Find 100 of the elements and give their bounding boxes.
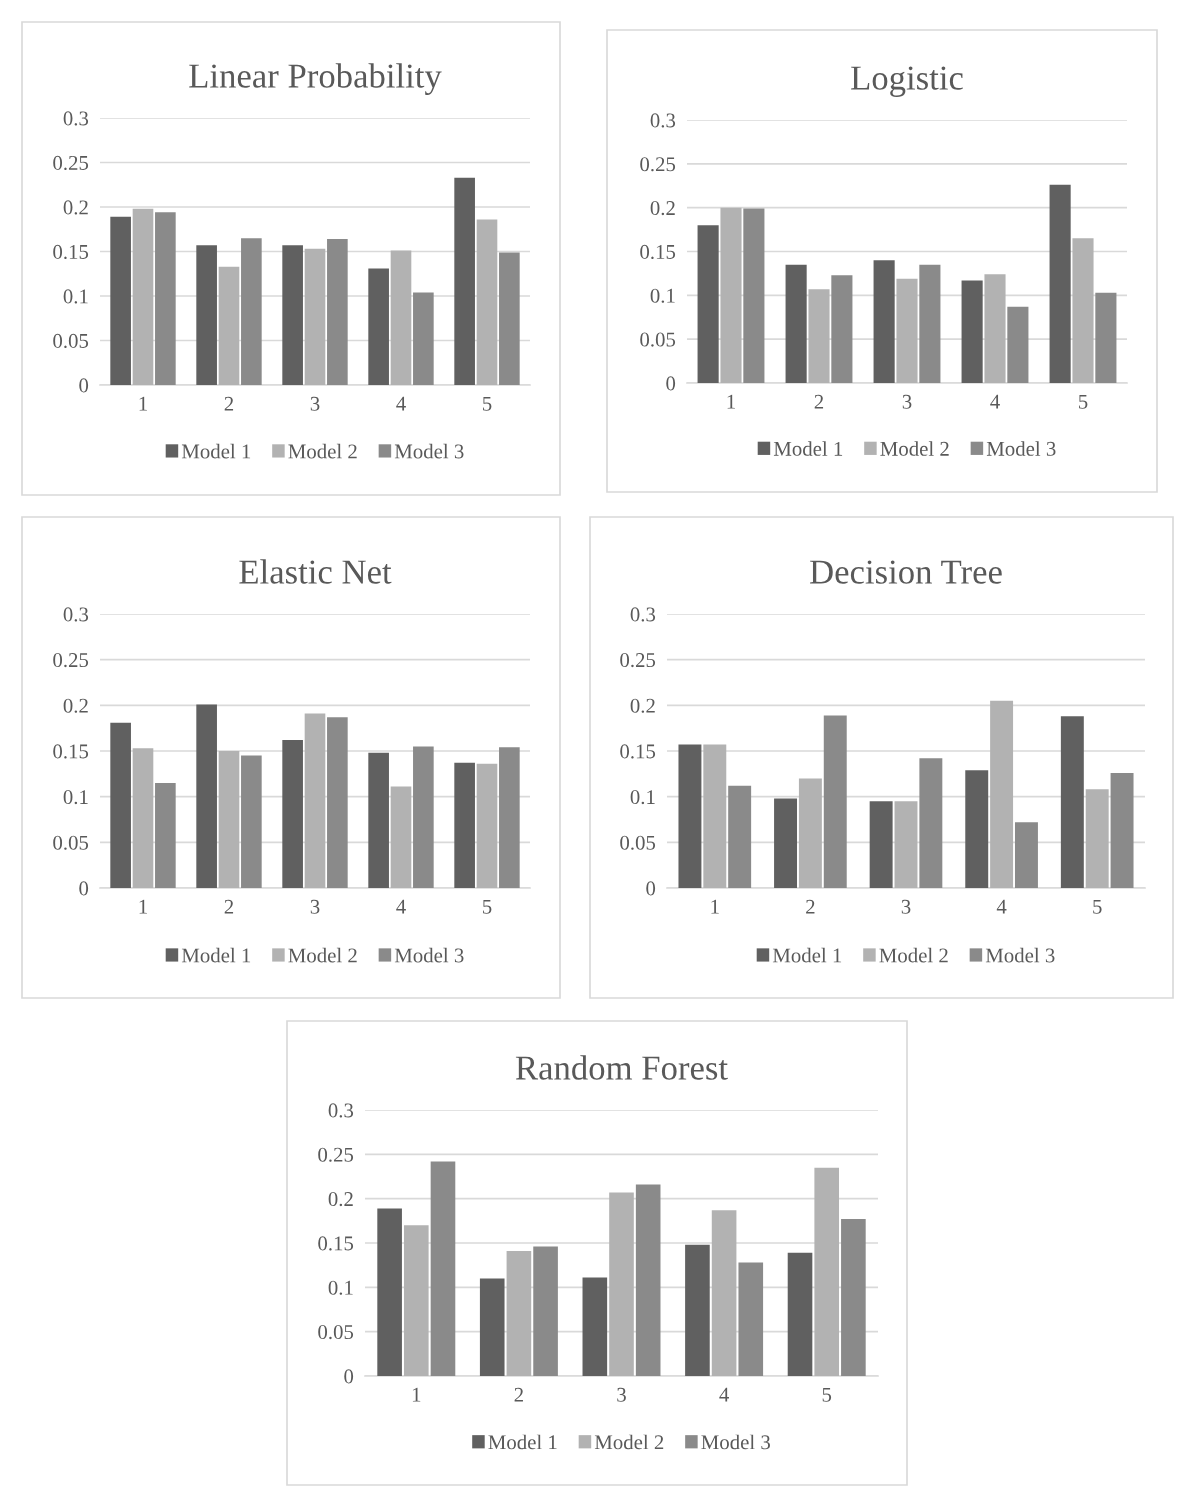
bar (110, 216, 131, 385)
bar (218, 751, 240, 888)
x-tick-label: 4 (396, 396, 406, 411)
x-tick-label: 2 (814, 394, 824, 409)
bar (798, 778, 822, 888)
x-tick-label: 4 (719, 1387, 729, 1402)
legend-label: Model 1 (773, 441, 843, 456)
legend-label: Model 2 (879, 947, 948, 963)
y-tick-label: 0.15 (53, 744, 89, 759)
bar (196, 245, 217, 385)
bar (533, 1246, 558, 1376)
y-tick-label: 0.05 (640, 332, 676, 347)
bar (476, 763, 498, 888)
bar (132, 208, 154, 385)
bar (1095, 292, 1117, 383)
bar (1007, 306, 1029, 383)
bar (506, 1250, 532, 1376)
legend-label: Model 1 (488, 1434, 557, 1450)
bar (1049, 184, 1071, 383)
bar (499, 252, 520, 385)
chart-title: Decision Tree (810, 560, 1002, 584)
x-tick-label: 5 (483, 899, 492, 914)
y-tick-label: 0 (79, 881, 89, 896)
bar (685, 1244, 710, 1376)
bar (823, 715, 847, 888)
bar (196, 704, 217, 888)
y-tick-label: 0.3 (63, 607, 89, 622)
legend-label: Model 3 (394, 947, 464, 963)
bar (413, 292, 434, 385)
bar (873, 260, 895, 383)
x-tick-label: 1 (711, 899, 719, 914)
bar (984, 274, 1006, 383)
chart-title: Linear Probability (189, 63, 442, 95)
legend-label: Model 3 (701, 1434, 770, 1450)
y-tick-label: 0.3 (630, 607, 656, 622)
bar (499, 747, 520, 888)
y-tick-label: 0.25 (640, 157, 676, 172)
bar (155, 782, 176, 888)
bar (774, 798, 798, 888)
bar (896, 278, 918, 383)
bar (241, 755, 262, 888)
x-tick-label: 1 (412, 1387, 421, 1402)
y-tick-label: 0.05 (318, 1325, 354, 1340)
bar (1085, 789, 1109, 888)
legend-label: Model 3 (985, 947, 1055, 963)
x-tick-label: 3 (310, 396, 320, 411)
y-tick-label: 0.1 (63, 289, 88, 304)
legend-label: Model 2 (880, 441, 949, 456)
bar (808, 289, 830, 383)
bar (390, 250, 412, 385)
x-tick-label: 5 (1079, 394, 1088, 409)
bar (1014, 822, 1038, 888)
bar (1060, 716, 1084, 888)
bar (327, 717, 348, 888)
bar (711, 1210, 737, 1376)
legend-label: Model 1 (181, 443, 251, 459)
x-tick-label: 2 (806, 899, 815, 914)
y-tick-label: 0.05 (53, 835, 89, 850)
y-tick-label: 0 (344, 1369, 354, 1384)
bar (919, 758, 943, 888)
bar (1072, 238, 1094, 383)
y-tick-label: 0.15 (620, 744, 656, 759)
y-tick-label: 0 (666, 376, 676, 391)
bar (476, 219, 498, 385)
chart-title: Elastic Net (239, 559, 392, 584)
legend-label: Model 3 (394, 443, 464, 459)
x-tick-label: 1 (139, 396, 147, 411)
x-tick-label: 2 (514, 1387, 523, 1402)
y-tick-label: 0.25 (53, 653, 89, 668)
bar (785, 264, 807, 383)
y-tick-label: 0.3 (63, 111, 89, 126)
bar (282, 245, 303, 385)
bar (720, 207, 742, 383)
y-tick-label: 0.25 (318, 1147, 354, 1162)
bar (703, 744, 727, 888)
legend-label: Model 2 (288, 947, 357, 963)
bar (132, 748, 154, 888)
bar (430, 1161, 456, 1376)
x-tick-label: 3 (310, 899, 320, 914)
y-tick-label: 0.15 (53, 244, 89, 260)
chart-title: Logistic (851, 66, 963, 97)
y-tick-label: 0.2 (63, 200, 88, 215)
bar (282, 740, 303, 888)
bar (965, 770, 989, 888)
x-tick-label: 3 (617, 1387, 626, 1402)
x-tick-label: 2 (224, 899, 234, 914)
legend-label: Model 2 (594, 1434, 664, 1450)
y-tick-label: 0.2 (328, 1192, 353, 1207)
bar (728, 785, 752, 888)
y-tick-label: 0.15 (318, 1236, 354, 1251)
y-tick-label: 0.05 (620, 835, 656, 850)
bar (609, 1192, 634, 1376)
bar (1110, 772, 1134, 888)
x-tick-label: 5 (1093, 899, 1102, 914)
bar (304, 248, 326, 385)
x-tick-label: 4 (996, 899, 1007, 914)
bar (454, 762, 475, 888)
chart-title: Random Forest (515, 1055, 728, 1080)
bar (678, 744, 702, 888)
y-tick-label: 0.25 (620, 653, 656, 668)
